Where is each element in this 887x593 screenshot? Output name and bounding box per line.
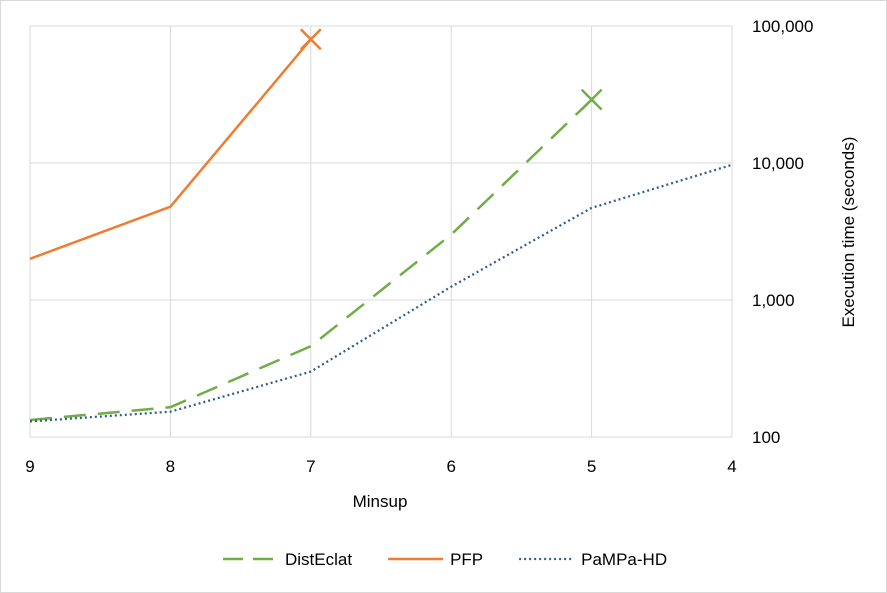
x-tick-label-4: 4 — [727, 457, 736, 476]
gridlines — [29, 25, 733, 438]
y-tick-label-100: 100 — [752, 428, 780, 447]
series-lines — [29, 28, 733, 423]
x-tick-label-5: 5 — [587, 457, 596, 476]
x-tick-label-6: 6 — [446, 457, 455, 476]
x-axis-title: Minsup — [353, 492, 408, 511]
y-tick-label-10000: 10,000 — [752, 154, 804, 173]
x-tick-label-9: 9 — [25, 457, 34, 476]
x-tick-label-7: 7 — [306, 457, 315, 476]
y-axis-title: Execution time (seconds) — [839, 137, 858, 328]
end-marker-disteclat-stroke — [580, 88, 603, 111]
y-tick-label-100000: 100,000 — [752, 17, 813, 36]
series-line-pampa-hd — [29, 163, 733, 423]
series-line-pfp — [29, 38, 312, 260]
legend-label-pampa-hd: PaMPa-HD — [581, 550, 667, 569]
end-marker-pfp-stroke — [299, 28, 322, 51]
legend-label-pfp: PFP — [450, 550, 483, 569]
x-tick-labels: 9 8 7 6 5 4 — [25, 457, 736, 476]
y-tick-labels: 100 1,000 10,000 100,000 — [752, 17, 813, 447]
legend-label-disteclat: DistEclat — [285, 550, 352, 569]
x-tick-label-8: 8 — [166, 457, 175, 476]
legend: DistEclat PFP PaMPa-HD — [223, 550, 667, 569]
y-tick-label-1000: 1,000 — [752, 291, 795, 310]
